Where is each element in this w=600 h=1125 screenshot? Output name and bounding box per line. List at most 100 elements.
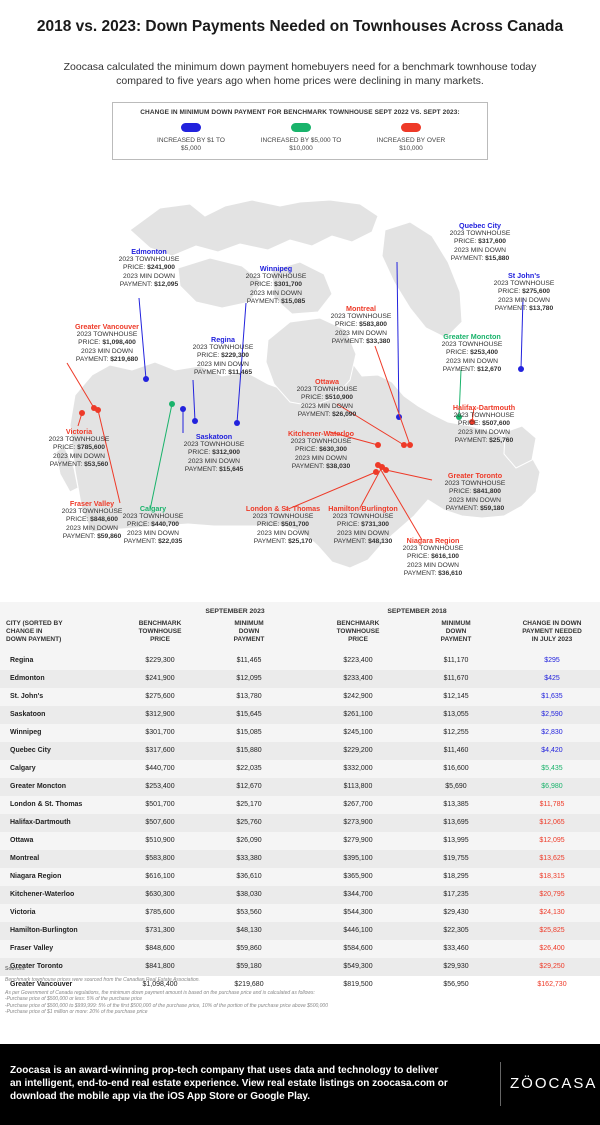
table-row: Quebec City $317,600 $15,880 $229,200 $11,46… bbox=[0, 742, 600, 760]
city-detail: PRICE: $301,700 bbox=[249, 281, 303, 289]
table-cell-d18: $13,695 bbox=[443, 819, 469, 826]
leader-line bbox=[359, 466, 383, 509]
arctic-islands-shape bbox=[129, 199, 379, 257]
city-detail: 2023 MIN DOWN bbox=[445, 357, 499, 365]
header-line: BENCHMARK bbox=[336, 620, 380, 627]
city-name: Greater Toronto bbox=[447, 471, 503, 480]
city-detail: 2023 MIN DOWN bbox=[80, 347, 134, 355]
table-cell-city: Kitchener-Waterloo bbox=[10, 891, 75, 898]
city-detail: PAYMENT: $48,130 bbox=[333, 537, 393, 545]
city-detail: PRICE: $241,900 bbox=[122, 264, 176, 272]
table-cell-p23: $241,900 bbox=[145, 675, 175, 682]
city-detail: 2023 MIN DOWN bbox=[256, 529, 310, 537]
table-cell-d23: $33,380 bbox=[236, 855, 262, 862]
city-detail: 2023 TOWNHOUSE bbox=[48, 436, 110, 444]
page-title: 2018 vs. 2023: Down Payments Needed on T… bbox=[36, 18, 564, 35]
table-cell-city: Greater Moncton bbox=[10, 783, 67, 790]
city-detail: PAYMENT: $25,760 bbox=[454, 436, 514, 444]
city-detail: 2023 TOWNHOUSE bbox=[61, 508, 123, 516]
table-cell-d23: $48,130 bbox=[236, 927, 262, 934]
city-detail: 2023 TOWNHOUSE bbox=[183, 441, 245, 449]
table-cell-d18: $56,950 bbox=[443, 981, 469, 988]
city-label: Fraser Valley 2023 TOWNHOUSE PRICE: $848,6… bbox=[40, 499, 144, 541]
legend-swatch bbox=[291, 123, 311, 132]
sources-line: -Purchase price of $500,000 or less: 5% … bbox=[5, 996, 143, 1003]
column-header-price-2018: BENCHMARK TOWNHOUSE PRICE bbox=[318, 620, 398, 644]
table-row: St. John's $275,600 $13,780 $242,900 $12,145… bbox=[0, 688, 600, 706]
table-cell-city: Regina bbox=[10, 657, 34, 664]
city-detail: 2023 MIN DOWN bbox=[122, 272, 176, 280]
table-cell-change: $11,785 bbox=[539, 801, 565, 808]
table-cell-d23: $15,880 bbox=[236, 747, 262, 754]
city-label: Niagara Region 2023 TOWNHOUSE PRICE: $616,… bbox=[388, 536, 478, 578]
city-name: Fraser Valley bbox=[69, 499, 115, 508]
table-cell-p18: $819,500 bbox=[343, 981, 373, 988]
city-detail: 2023 TOWNHOUSE bbox=[290, 438, 352, 446]
table-cell-change: $18,315 bbox=[539, 873, 565, 880]
city-name: Ottawa bbox=[315, 377, 339, 386]
table-cell-city: Halifax-Dartmouth bbox=[10, 819, 71, 826]
data-table: SEPTEMBER 2023 SEPTEMBER 2018 CITY (SORT… bbox=[0, 602, 600, 988]
footer: Zoocasa is an award-winning prop-tech co… bbox=[0, 1044, 600, 1125]
table-cell-p18: $223,400 bbox=[343, 657, 373, 664]
table-cell-p18: $279,900 bbox=[343, 837, 373, 844]
table-row: Montreal $583,800 $33,380 $395,100 $19,755 $1… bbox=[0, 850, 600, 868]
column-header-change: CHANGE IN DOWN PAYMENT NEEDED IN JULY 2023 bbox=[508, 620, 596, 644]
city-detail: PAYMENT: $22,035 bbox=[123, 537, 183, 545]
city-detail: 2023 TOWNHOUSE bbox=[76, 331, 138, 339]
sources-section: Sources Benchmark townhouse prices were … bbox=[5, 966, 595, 1015]
table-cell-change: $6,980 bbox=[541, 783, 563, 790]
table-row: Halifax-Dartmouth $507,600 $25,760 $273,900… bbox=[0, 814, 600, 832]
legend-item-red: INCREASED BY OVER $10,000 bbox=[361, 123, 461, 153]
leader-line bbox=[192, 379, 196, 422]
leader-line bbox=[377, 464, 423, 541]
city-name: Quebec City bbox=[459, 221, 501, 230]
city-detail: PRICE: $1,098,400 bbox=[78, 339, 136, 347]
city-label: Saskatoon 2023 TOWNHOUSE PRICE: $312,900 20… bbox=[174, 432, 254, 474]
city-detail: 2023 TOWNHOUSE bbox=[441, 341, 503, 349]
table-cell-city: Victoria bbox=[10, 909, 36, 916]
table-cell-p23: $301,700 bbox=[145, 729, 175, 736]
table-cell-city: London & St. Thomas bbox=[10, 801, 83, 808]
zoocasa-logo: ZÖOCASA bbox=[510, 1075, 598, 1092]
table-cell-city: Ottawa bbox=[10, 837, 34, 844]
city-detail: PRICE: $317,600 bbox=[453, 238, 507, 246]
table-cell-change: $29,250 bbox=[539, 963, 565, 970]
column-header-down-2023: MINIMUM DOWN PAYMENT bbox=[214, 620, 284, 644]
city-name: Hamilton-Burlington bbox=[328, 504, 398, 513]
city-detail: 2023 TOWNHOUSE bbox=[122, 513, 184, 521]
city-detail: PAYMENT: $15,085 bbox=[246, 297, 306, 305]
table-cell-d18: $22,305 bbox=[443, 927, 469, 934]
city-detail: 2023 TOWNHOUSE bbox=[245, 273, 307, 281]
table-cell-p23: $253,400 bbox=[145, 783, 175, 790]
city-detail: PAYMENT: $13,780 bbox=[494, 304, 554, 312]
header-line: DOWN PAYMENT) bbox=[6, 636, 62, 643]
city-label: Calgary 2023 TOWNHOUSE PRICE: $440,700 2023… bbox=[118, 504, 188, 546]
city-detail: 2023 TOWNHOUSE bbox=[252, 513, 314, 521]
city-label: Hamilton-Burlington 2023 TOWNHOUSE PRICE: … bbox=[316, 504, 410, 546]
header-line: CHANGE IN bbox=[6, 628, 43, 635]
leader-line bbox=[285, 471, 377, 511]
table-cell-d23: $36,610 bbox=[236, 873, 262, 880]
table-cell-d23: $25,760 bbox=[236, 819, 262, 826]
table-cell-p23: $507,600 bbox=[145, 819, 175, 826]
legend-label-line2: $10,000 bbox=[399, 145, 423, 152]
table-row: Saskatoon $312,900 $15,645 $261,100 $13,055 $… bbox=[0, 706, 600, 724]
city-detail: PRICE: $501,700 bbox=[256, 521, 310, 529]
table-row: Fraser Valley $848,600 $59,860 $584,600 $33,… bbox=[0, 940, 600, 958]
table-cell-change: $2,590 bbox=[541, 711, 563, 718]
header-line: PAYMENT bbox=[233, 636, 265, 643]
table-cell-d18: $19,755 bbox=[443, 855, 469, 862]
city-label: Greater Moncton 2023 TOWNHOUSE PRICE: $253… bbox=[420, 332, 524, 374]
leader-line bbox=[66, 362, 95, 409]
legend-label-line2: $5,000 bbox=[181, 145, 201, 152]
city-detail: PRICE: $848,600 bbox=[65, 516, 119, 524]
table-cell-change: $12,095 bbox=[539, 837, 565, 844]
city-detail: PRICE: $630,300 bbox=[294, 446, 348, 454]
city-name: Edmonton bbox=[131, 247, 167, 256]
city-detail: PAYMENT: $219,680 bbox=[75, 355, 139, 363]
table-row: Kitchener-Waterloo $630,300 $38,030 $344,70… bbox=[0, 886, 600, 904]
city-detail: PRICE: $312,900 bbox=[187, 449, 241, 457]
city-detail: 2023 TOWNHOUSE bbox=[402, 545, 464, 553]
city-detail: PRICE: $583,800 bbox=[334, 321, 388, 329]
